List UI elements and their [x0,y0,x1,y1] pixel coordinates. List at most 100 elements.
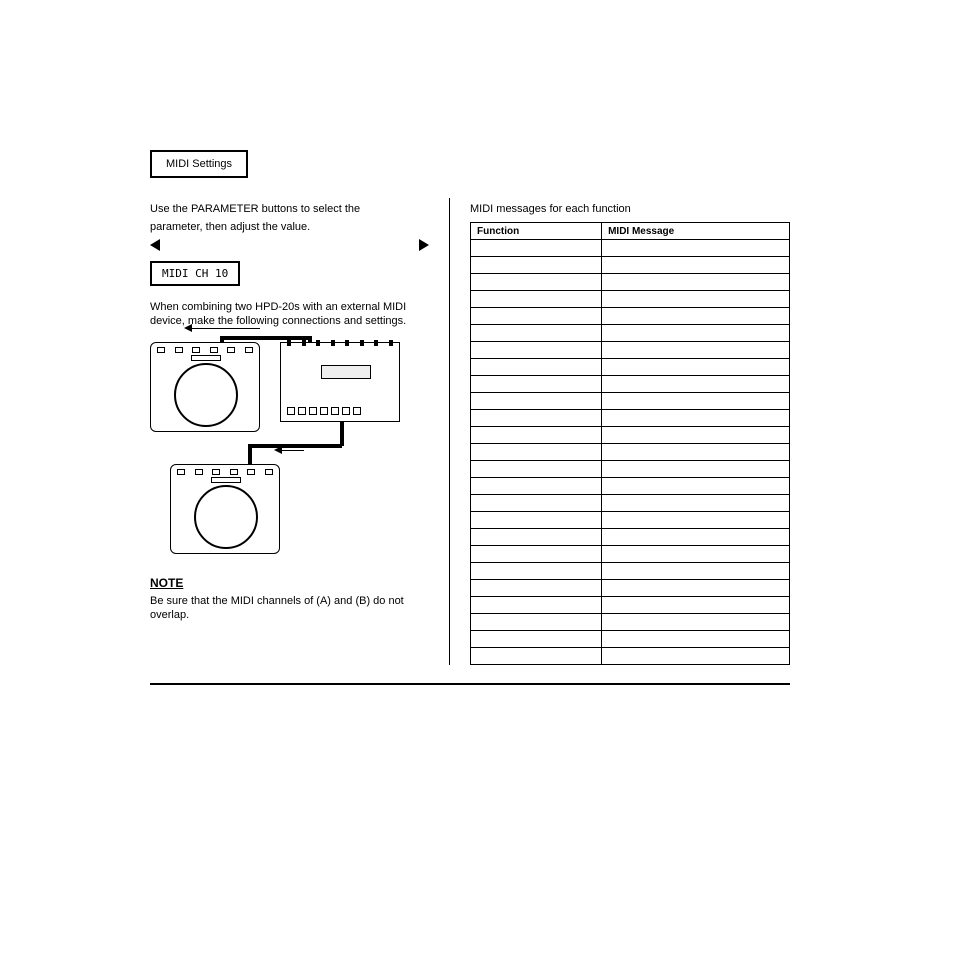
jack-icon [316,340,320,346]
table-cell [471,427,602,444]
table-cell [602,614,790,631]
module-knob-icon [309,407,317,415]
table-row [471,359,790,376]
note-icon: NOTE [150,576,183,590]
table-cell [602,427,790,444]
table-cell [602,461,790,478]
midi-cable [220,336,224,342]
table-header-row: Function MIDI Message [471,223,790,240]
note-text: Be sure that the MIDI channels of (A) an… [150,594,429,623]
table-row [471,393,790,410]
table-row [471,529,790,546]
module-knob-icon [353,407,361,415]
table-cell [471,597,602,614]
table-cell [602,274,790,291]
table-row [471,444,790,461]
arrow-left-icon [184,324,192,332]
hpd-device-b [170,464,280,554]
table-cell [602,580,790,597]
intro-line-1: Use the PARAMETER buttons to select the [150,202,429,216]
table-row [471,614,790,631]
midi-cable [248,444,252,464]
table-cell [471,495,602,512]
section-heading-box: MIDI Settings [150,150,248,178]
device-button-icon [157,347,165,353]
table-row [471,410,790,427]
hpd-device-a [150,342,260,432]
jack-icon [287,340,291,346]
note-label: NOTE [150,576,183,590]
midi-message-table: Function MIDI Message [470,222,790,665]
section-rule [150,683,790,685]
lcd-display-box: MIDI CH 10 [150,261,240,286]
table-row [471,478,790,495]
module-knob-icon [320,407,328,415]
device-screen-icon [191,355,221,361]
table-cell [602,308,790,325]
device-button-icon [212,469,220,475]
table-cell [471,359,602,376]
table-row [471,631,790,648]
table-row [471,308,790,325]
module-lcd-icon [321,365,371,379]
table-cell [602,597,790,614]
table-cell [471,648,602,665]
table-cell [602,546,790,563]
table-row [471,240,790,257]
table-cell [602,325,790,342]
table-cell [471,257,602,274]
sound-module [280,342,400,422]
right-column: MIDI messages for each function Function… [450,198,790,665]
table-cell [471,631,602,648]
jack-icon [360,340,364,346]
device-button-icon [192,347,200,353]
device-button-icon [175,347,183,353]
two-column-layout: Use the PARAMETER buttons to select the … [150,198,790,665]
table-cell [471,563,602,580]
midi-cable [248,444,342,448]
module-knob-icon [331,407,339,415]
table-cell [471,529,602,546]
left-column: Use the PARAMETER buttons to select the … [150,198,450,665]
table-body [471,240,790,665]
arrow-left-icon [274,446,282,454]
table-cell [471,393,602,410]
table-cell [471,342,602,359]
connection-diagram [150,342,410,562]
document-page: MIDI Settings Use the PARAMETER buttons … [150,150,790,685]
table-row [471,563,790,580]
table-row [471,274,790,291]
table-cell [471,546,602,563]
triangle-left-icon [150,239,160,251]
device-button-icon [210,347,218,353]
midi-cable [340,422,344,446]
table-cell [471,580,602,597]
device-button-icon [177,469,185,475]
table-cell [471,376,602,393]
table-row [471,495,790,512]
device-button-icon [230,469,238,475]
table-cell [602,648,790,665]
module-jacks-row [287,340,393,346]
module-knob-icon [287,407,295,415]
table-row [471,342,790,359]
table-cell [602,291,790,308]
drum-pad-icon [194,485,258,549]
table-cell [471,614,602,631]
table-row [471,461,790,478]
triangle-right-icon [419,239,429,251]
arrow-line [190,328,260,329]
table-cell [602,376,790,393]
section-heading-text: MIDI Settings [166,158,232,170]
table-cell [471,461,602,478]
table-cell [602,240,790,257]
table-row [471,546,790,563]
module-knob-icon [298,407,306,415]
table-cell [471,478,602,495]
intro-line-2: parameter, then adjust the value. [150,220,429,234]
table-cell [602,529,790,546]
table-row [471,580,790,597]
table-cell [602,631,790,648]
jack-icon [302,340,306,346]
device-button-icon [247,469,255,475]
